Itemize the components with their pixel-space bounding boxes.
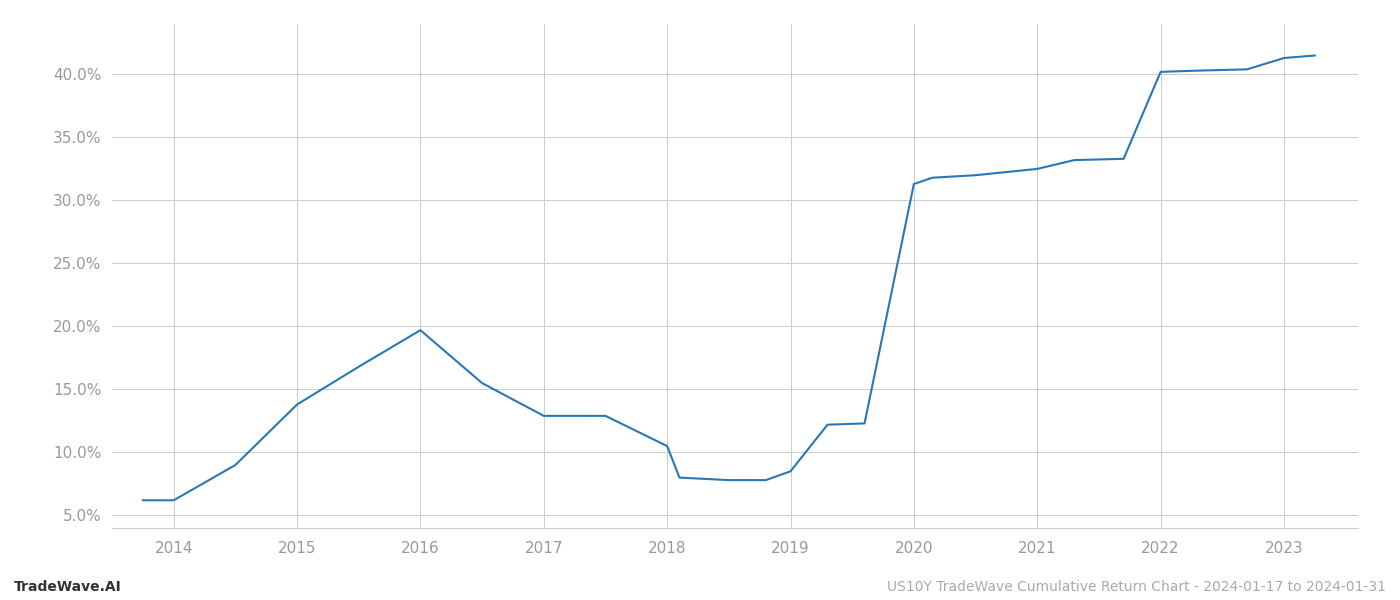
Text: TradeWave.AI: TradeWave.AI — [14, 580, 122, 594]
Text: US10Y TradeWave Cumulative Return Chart - 2024-01-17 to 2024-01-31: US10Y TradeWave Cumulative Return Chart … — [888, 580, 1386, 594]
